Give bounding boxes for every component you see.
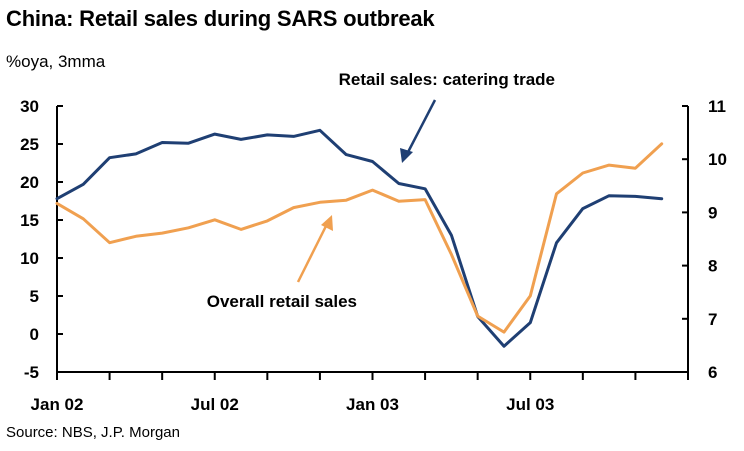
- y-left-tick-label: 0: [30, 325, 39, 344]
- overall-retail-annotation: Overall retail sales: [207, 292, 357, 311]
- y-left-tick-label: 30: [20, 97, 39, 116]
- y-right-tick-label: 9: [708, 203, 717, 222]
- chart-title: China: Retail sales during SARS outbreak: [6, 6, 435, 31]
- x-tick-label: Jan 03: [346, 395, 399, 414]
- y-right-tick-label: 11: [708, 97, 726, 116]
- y-right-tick-label: 10: [708, 150, 727, 169]
- y-right-tick-label: 6: [708, 363, 717, 382]
- y-left-tick-label: 20: [20, 173, 39, 192]
- y-left-tick-label: -5: [24, 363, 39, 382]
- x-tick-label: Jul 02: [191, 395, 239, 414]
- y-left-tick-label: 25: [20, 135, 39, 154]
- y-right-tick-label: 8: [708, 257, 717, 276]
- series-group: [55, 128, 664, 348]
- chart-subtitle: %oya, 3mma: [6, 52, 106, 71]
- catering-trade-line: [55, 128, 664, 348]
- axes: -5 0 5 10 15 20 25 30 6 7 8 9 10 11 Jan 02 Jul 02 Jan 03…: [20, 97, 727, 414]
- catering-arrow-shaft: [404, 99, 437, 157]
- y-left-tick-label: 5: [30, 287, 39, 306]
- overall-arrowhead: [321, 215, 333, 231]
- annotations: Retail sales: catering trade Overall reta…: [207, 70, 555, 311]
- overall-arrow-shaft: [296, 223, 329, 283]
- y-right-tick-label: 7: [708, 310, 717, 329]
- catering-trade-annotation: Retail sales: catering trade: [339, 70, 555, 89]
- x-tick-label: Jul 03: [506, 395, 554, 414]
- y-left-tick-label: 15: [20, 211, 39, 230]
- catering-arrowhead: [400, 148, 413, 163]
- overall-retail-sales-line: [55, 142, 664, 334]
- y-left-tick-label: 10: [20, 249, 39, 268]
- x-tick-label: Jan 02: [31, 395, 84, 414]
- source-note: Source: NBS, J.P. Morgan: [6, 424, 180, 441]
